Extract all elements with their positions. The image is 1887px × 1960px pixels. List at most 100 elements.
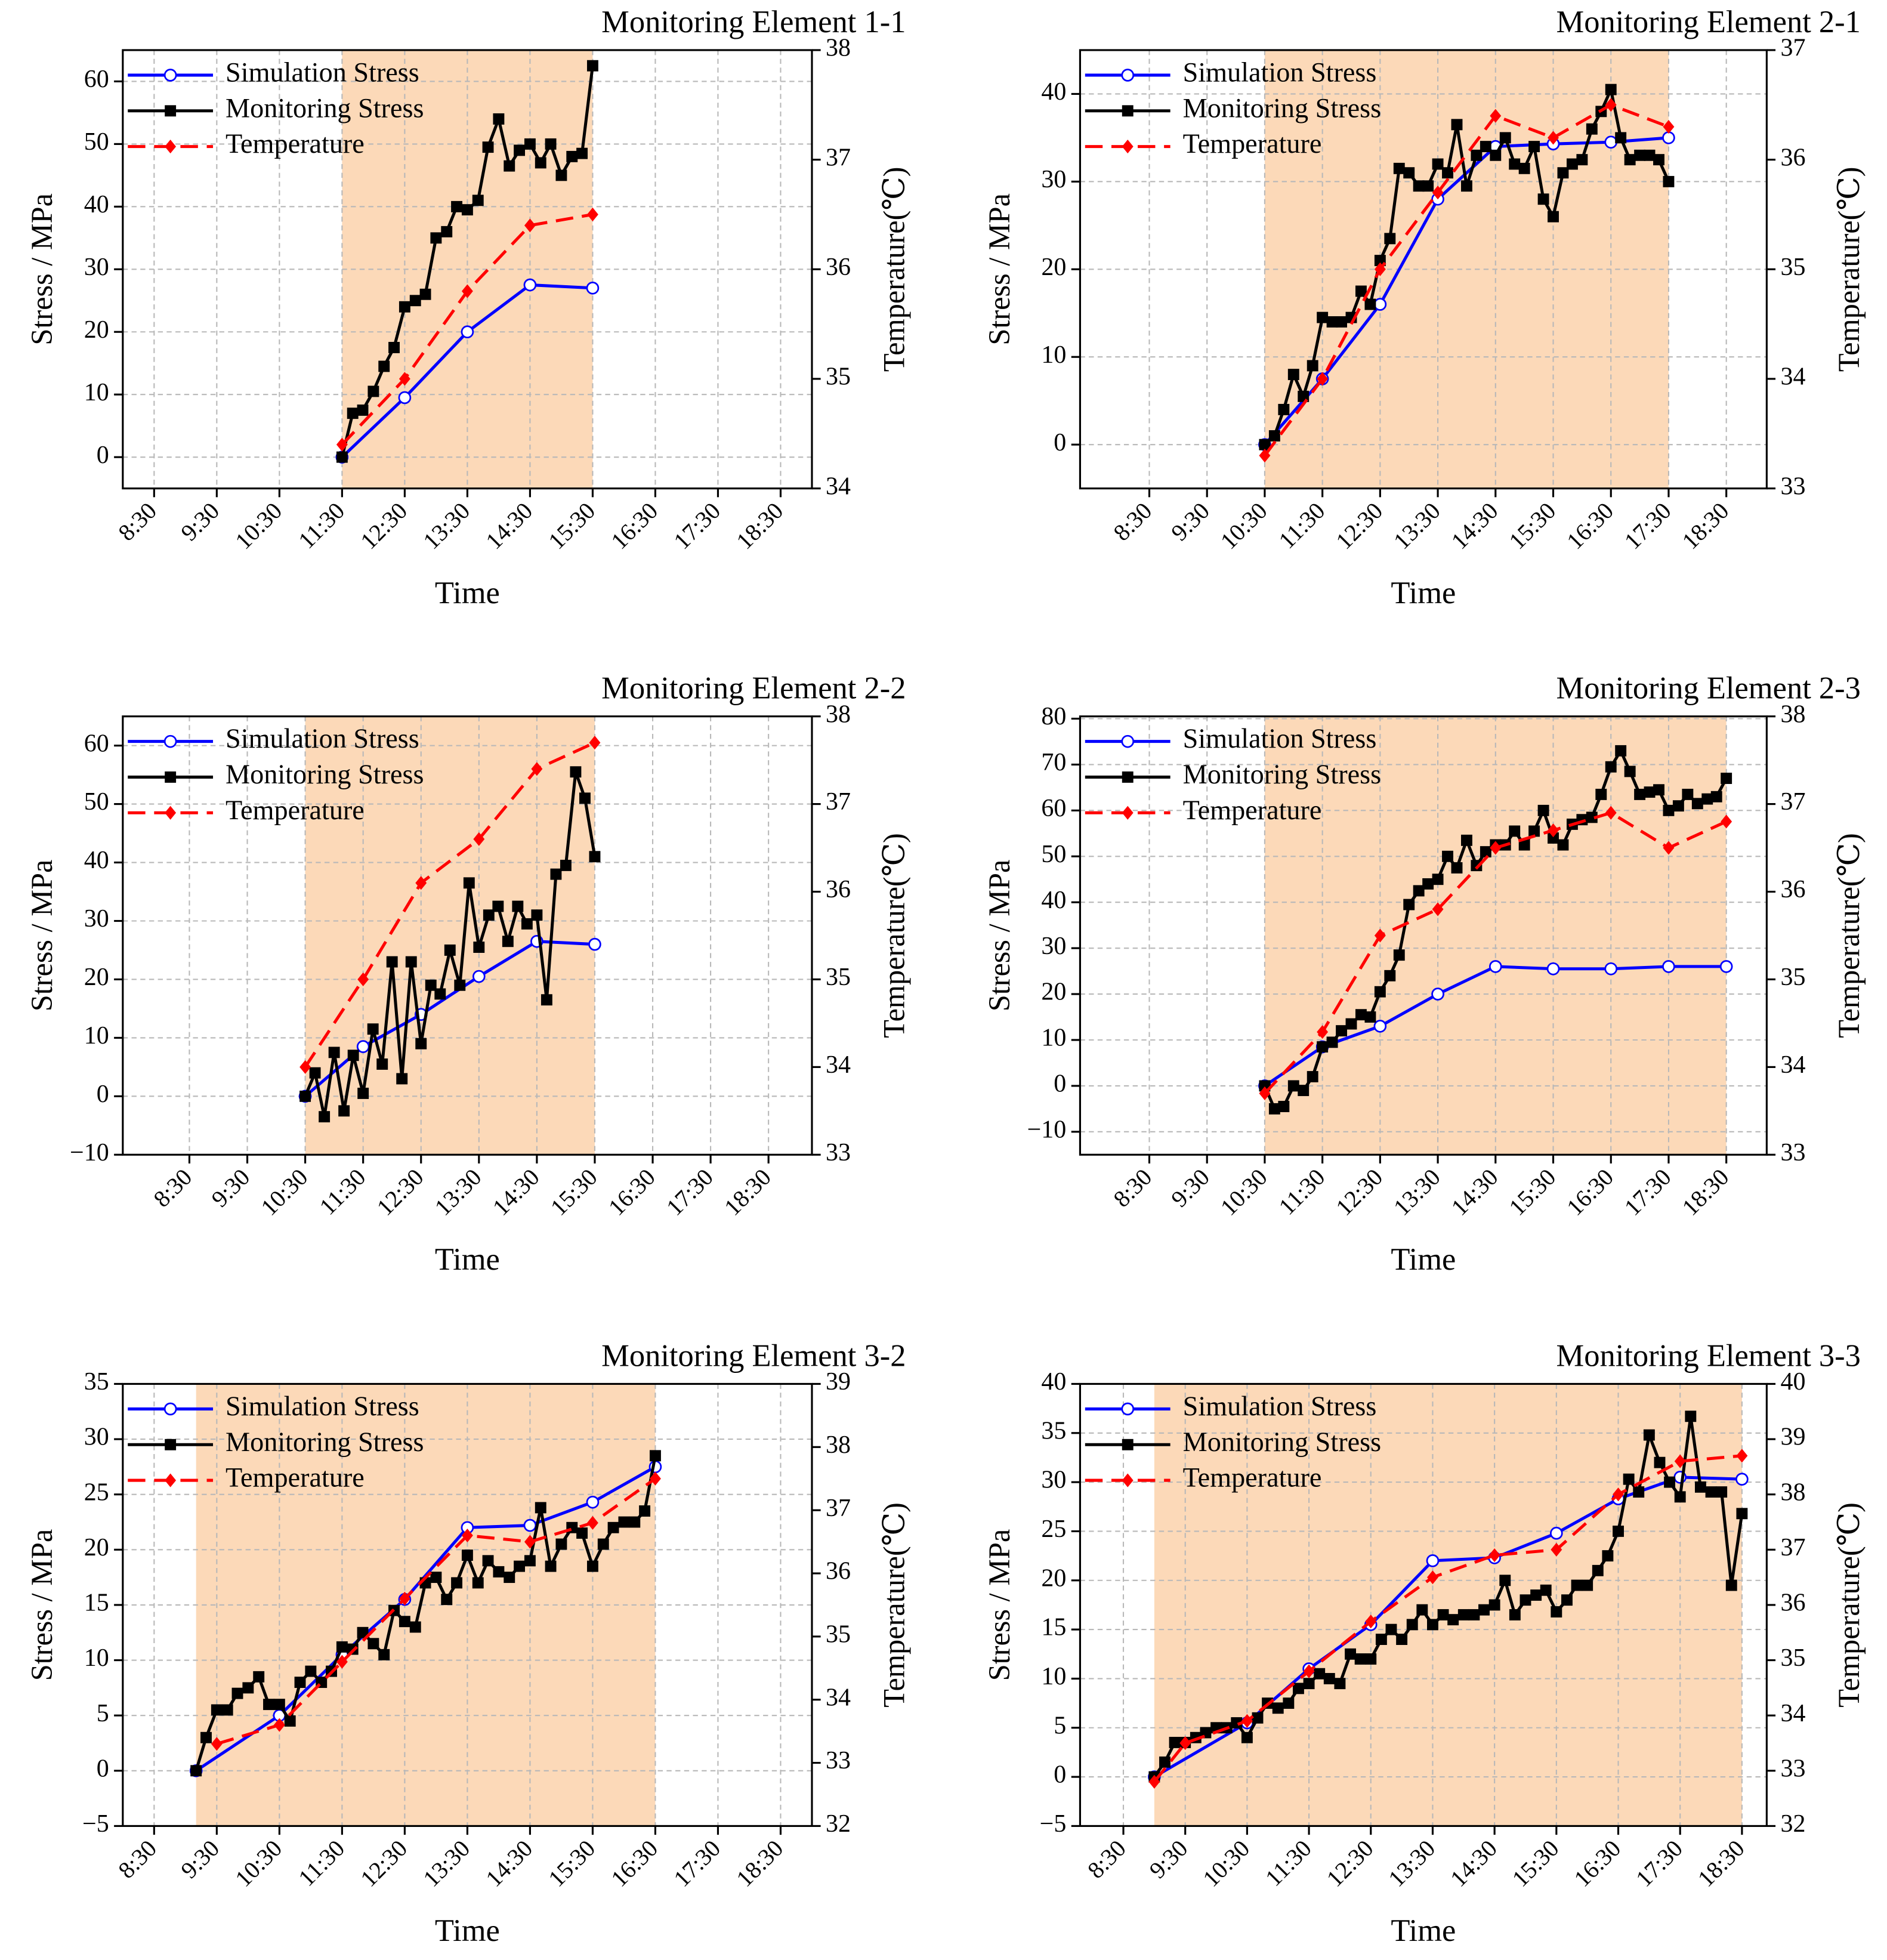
marker xyxy=(502,936,514,947)
legend-entry: Simulation Stress xyxy=(1085,57,1377,88)
chart-panel: 8:30 9:30 10:30 11:30 12:30 13:30 14:30 15:30 16… xyxy=(25,5,910,610)
y2-tick-label: 38 xyxy=(826,700,851,728)
marker xyxy=(1384,233,1396,245)
marker xyxy=(1548,832,1559,844)
marker xyxy=(1471,860,1483,872)
marker xyxy=(1374,262,1386,276)
marker xyxy=(1159,1756,1171,1768)
y2-tick-label: 34 xyxy=(1780,1700,1805,1727)
marker xyxy=(1323,1672,1335,1684)
marker xyxy=(347,1050,359,1061)
x-tick-label: 8:30 xyxy=(1108,1163,1157,1212)
marker xyxy=(338,1105,350,1117)
y2-axis-label: Temperature(℃) xyxy=(1832,833,1866,1038)
legend-label: Simulation Stress xyxy=(226,723,419,754)
series-line xyxy=(1264,136,1669,446)
marker xyxy=(524,218,536,233)
marker xyxy=(425,979,437,991)
marker xyxy=(1499,132,1511,144)
x-tick-label: 15:30 xyxy=(1503,1163,1561,1221)
x-tick-label: 18:30 xyxy=(731,497,788,554)
x-tick-label: 12:30 xyxy=(1330,497,1388,554)
marker xyxy=(1643,1429,1655,1441)
series-line xyxy=(195,1465,656,1772)
marker xyxy=(1278,403,1290,415)
marker xyxy=(1725,1579,1737,1591)
legend-entry: Temperature xyxy=(128,1462,365,1493)
y-tick-label: 0 xyxy=(97,442,109,469)
marker xyxy=(441,226,453,237)
y2-tick-label: 33 xyxy=(826,1139,851,1166)
chart-title: Monitoring Element 2-3 xyxy=(1556,671,1861,706)
marker xyxy=(1719,960,1733,973)
plot-frame xyxy=(1079,715,1768,1156)
y2-axis-label: Temperature(℃) xyxy=(877,1502,910,1708)
y-tick-label: 10 xyxy=(1041,341,1066,369)
x-tick-label: 11:30 xyxy=(314,1163,370,1220)
marker xyxy=(1551,1542,1562,1557)
y2-tick-label: 35 xyxy=(1780,964,1805,991)
chart-panel: 8:30 9:30 10:30 11:30 12:30 13:30 14:30 15:30 16… xyxy=(25,671,910,1277)
y2-tick-label: 35 xyxy=(826,1621,851,1648)
y2-tick-label: 35 xyxy=(826,363,851,391)
marker xyxy=(1623,1473,1635,1485)
x-tick-label: 14:30 xyxy=(480,497,538,554)
marker xyxy=(1283,1697,1295,1709)
y-tick-label: 20 xyxy=(1041,979,1066,1006)
marker xyxy=(319,1111,331,1123)
marker xyxy=(504,1572,515,1584)
y-tick-label: 60 xyxy=(1041,795,1066,822)
marker xyxy=(1427,1570,1438,1585)
x-tick-label: 10:30 xyxy=(1215,1163,1273,1221)
marker xyxy=(1442,850,1453,862)
legend-label: Simulation Stress xyxy=(1183,723,1377,754)
marker xyxy=(1413,180,1425,192)
marker xyxy=(1685,1410,1697,1422)
x-tick-label: 10:30 xyxy=(230,1835,287,1892)
marker xyxy=(579,792,591,804)
marker xyxy=(1705,1486,1717,1498)
legend-entry: Temperature xyxy=(1085,128,1321,159)
x-tick-label: 9:30 xyxy=(1144,1835,1193,1884)
marker xyxy=(309,1067,321,1079)
marker xyxy=(1586,811,1598,823)
y2-tick-label: 36 xyxy=(1780,144,1805,171)
chart-panel: 8:30 9:30 10:30 11:30 12:30 13:30 14:30 15:30 16… xyxy=(25,1339,910,1948)
y-axis-label: Stress / MPa xyxy=(25,193,58,345)
series-line xyxy=(1263,103,1669,457)
marker xyxy=(1384,970,1396,981)
marker xyxy=(461,1550,473,1561)
y2-tick-label: 36 xyxy=(826,1558,851,1585)
marker xyxy=(550,868,562,880)
y-tick-label: 10 xyxy=(84,1022,109,1050)
x-axis-label: Time xyxy=(1391,576,1456,610)
marker xyxy=(1460,834,1472,846)
chart-title: Monitoring Element 3-2 xyxy=(601,1339,906,1373)
x-tick-label: 15:30 xyxy=(543,497,600,554)
y2-tick-label: 32 xyxy=(1780,1810,1805,1838)
y2-tick-label: 35 xyxy=(1780,1644,1805,1672)
marker xyxy=(1355,1009,1367,1021)
marker xyxy=(1615,745,1627,757)
marker xyxy=(165,771,177,783)
marker xyxy=(165,1439,177,1450)
y-tick-label: 0 xyxy=(97,1755,109,1782)
plot-frame xyxy=(122,715,813,1156)
y-tick-label: −5 xyxy=(82,1810,109,1838)
legend-label: Temperature xyxy=(1183,1462,1322,1493)
chart-title: Monitoring Element 3-3 xyxy=(1556,1339,1861,1373)
legend-label: Monitoring Stress xyxy=(1183,759,1381,789)
legend-label: Simulation Stress xyxy=(1183,57,1377,88)
legend-entry: Monitoring Stress xyxy=(128,1427,424,1457)
y2-tick-label: 33 xyxy=(1780,1139,1805,1166)
y-tick-label: 30 xyxy=(1041,166,1066,193)
marker xyxy=(376,1058,388,1070)
marker xyxy=(1334,1678,1346,1690)
marker xyxy=(589,851,601,863)
legend-entry: Temperature xyxy=(128,795,365,825)
marker xyxy=(1571,1579,1583,1591)
x-tick-label: 13:30 xyxy=(1388,497,1446,554)
legend-entry: Temperature xyxy=(1085,795,1321,825)
marker xyxy=(1488,1599,1500,1611)
y2-tick-label: 38 xyxy=(826,35,851,62)
